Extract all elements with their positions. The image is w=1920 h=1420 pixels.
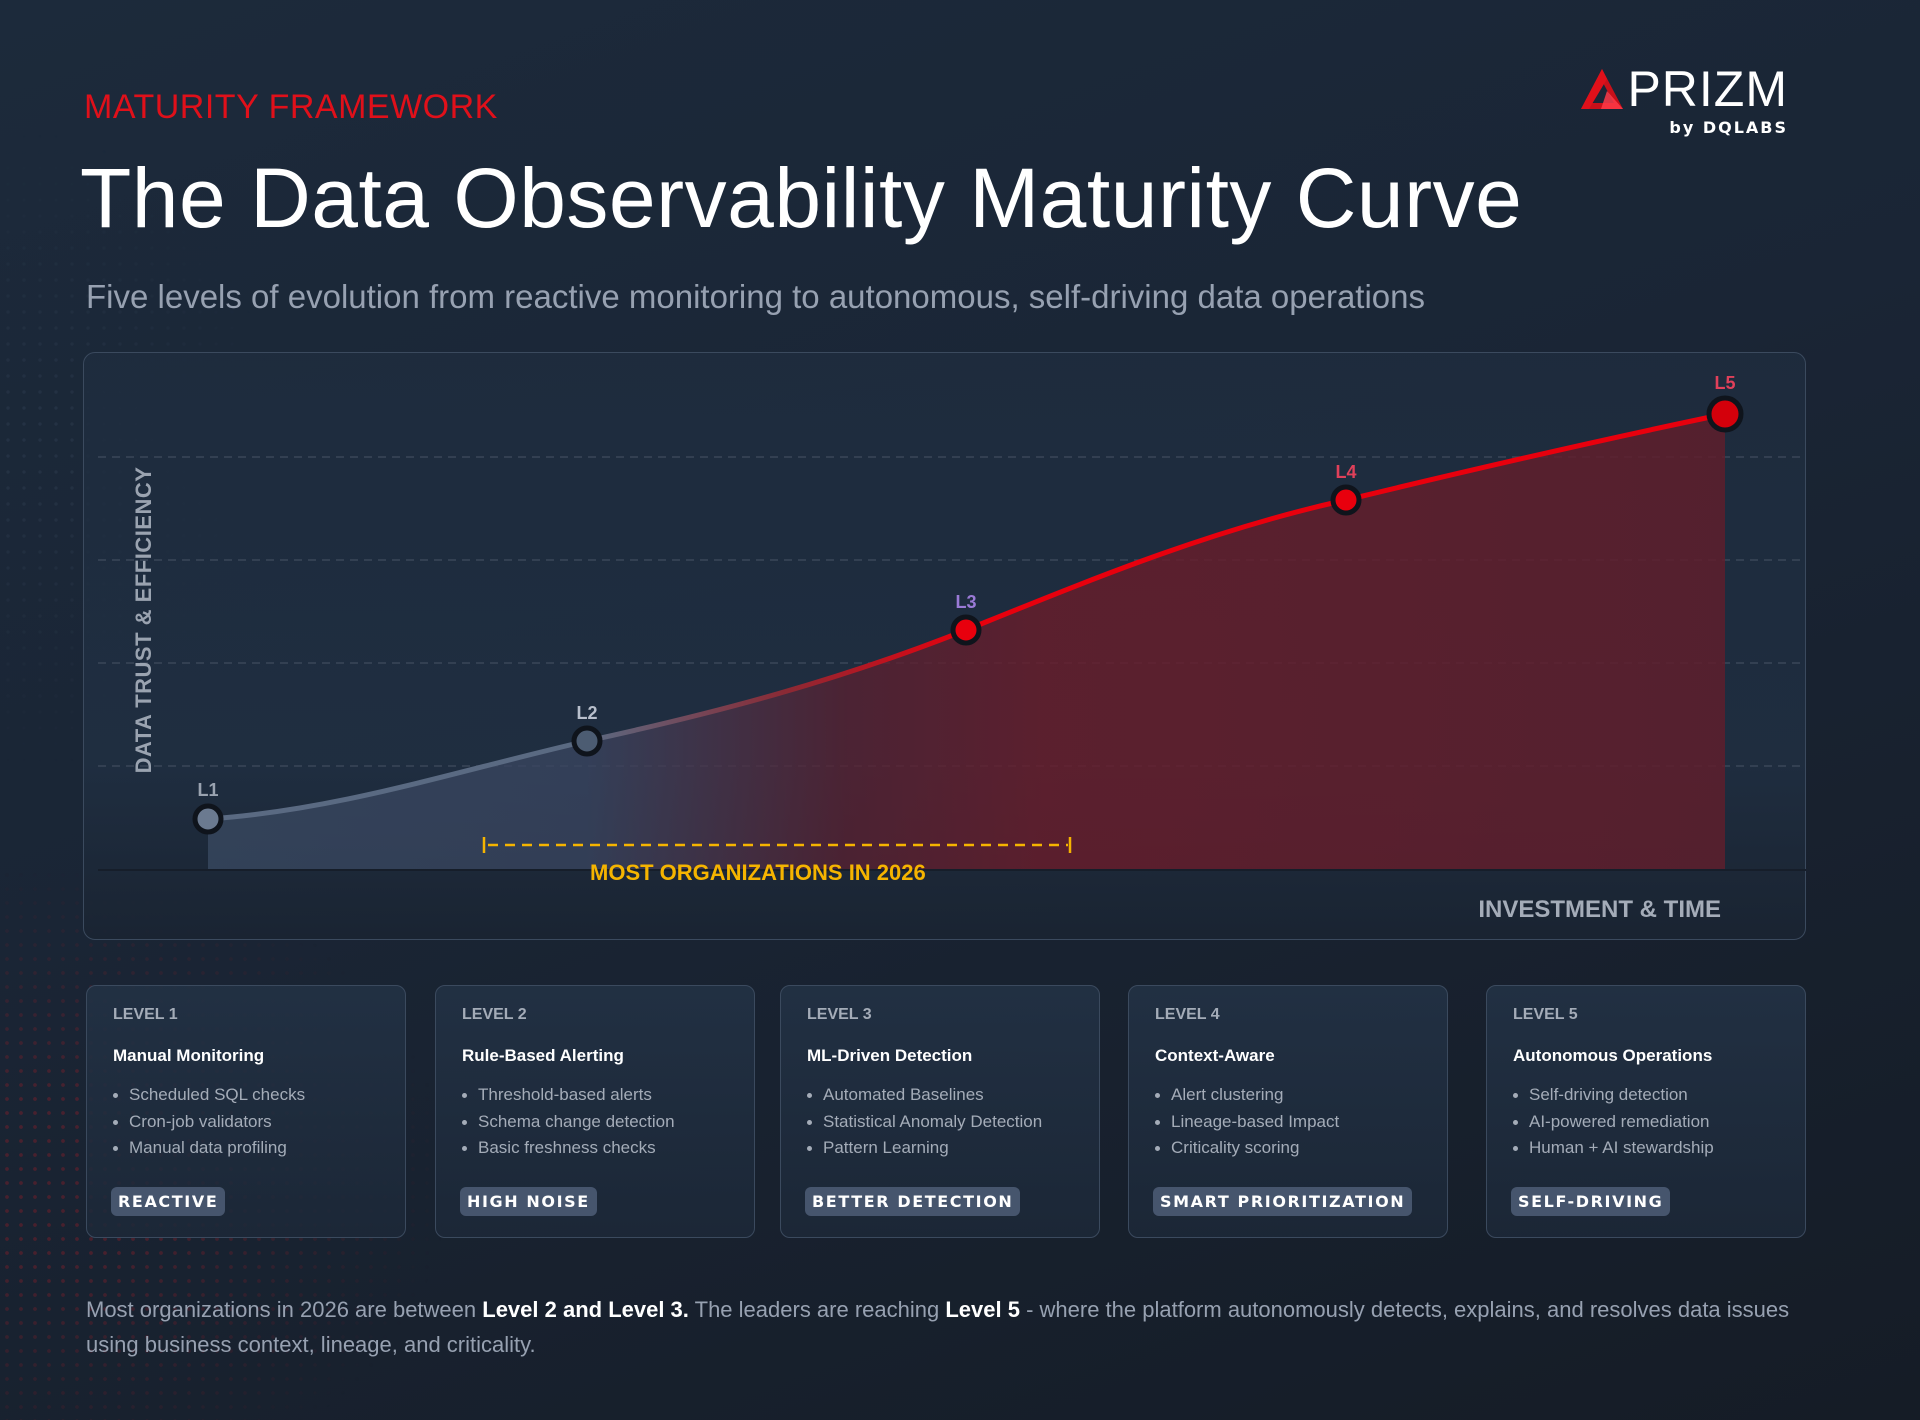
- card-title: Manual Monitoring: [113, 1046, 265, 1065]
- list-item: Human + AI stewardship: [1513, 1138, 1805, 1165]
- list-item: Schema change detection: [462, 1112, 754, 1139]
- card-feature-list: Alert clustering Lineage-based Impact Cr…: [1155, 1085, 1447, 1165]
- point-label-l5: L5: [1714, 373, 1736, 393]
- prism-triangle-icon: [1581, 69, 1624, 109]
- card-level-label: LEVEL 2: [462, 1006, 527, 1023]
- brand-logo: PRIZM by DQLABS: [1581, 64, 1788, 137]
- level-card-4[interactable]: LEVEL 4 Context-Aware Alert clustering L…: [1128, 985, 1448, 1238]
- page-title: The Data Observability Maturity Curve: [80, 151, 1523, 245]
- list-item: AI-powered remediation: [1513, 1112, 1805, 1139]
- point-label-l4: L4: [1335, 462, 1357, 482]
- card-tag-badge: HIGH NOISE: [460, 1187, 597, 1216]
- logo-byline: by DQLABS: [1669, 118, 1788, 137]
- footer-text-part: Most organizations in 2026 are between: [86, 1297, 483, 1322]
- point-marker-l2[interactable]: [571, 725, 603, 757]
- level-card-2[interactable]: LEVEL 2 Rule-Based Alerting Threshold-ba…: [435, 985, 755, 1238]
- card-tag-badge: REACTIVE: [111, 1187, 226, 1216]
- point-marker-l4[interactable]: [1330, 484, 1362, 516]
- level-cards: LEVEL 1 Manual Monitoring Scheduled SQL …: [0, 985, 1920, 1239]
- y-axis-label: DATA TRUST & EFFICIENCY: [131, 466, 156, 774]
- bracket-label: MOST ORGANIZATIONS IN 2026: [590, 860, 926, 885]
- footer-emphasis: Level 2 and Level 3.: [482, 1297, 689, 1322]
- list-item: Scheduled SQL checks: [113, 1085, 405, 1112]
- list-item: Pattern Learning: [807, 1138, 1099, 1165]
- list-item: Automated Baselines: [807, 1085, 1099, 1112]
- card-level-label: LEVEL 3: [807, 1006, 872, 1023]
- eyebrow-label: MATURITY FRAMEWORK: [84, 88, 498, 126]
- list-item: Self-driving detection: [1513, 1085, 1805, 1112]
- card-title: Autonomous Operations: [1513, 1046, 1713, 1065]
- list-item: Lineage-based Impact: [1155, 1112, 1447, 1139]
- x-axis-label: INVESTMENT & TIME: [1478, 896, 1721, 923]
- list-item: Manual data profiling: [113, 1138, 405, 1165]
- list-item: Threshold-based alerts: [462, 1085, 754, 1112]
- point-label-l1: L1: [197, 780, 219, 800]
- card-level-label: LEVEL 4: [1155, 1006, 1220, 1023]
- card-level-label: LEVEL 1: [113, 1006, 178, 1023]
- point-marker-l1[interactable]: [192, 803, 224, 835]
- point-label-l2: L2: [576, 703, 598, 723]
- maturity-curve-chart: [98, 395, 1806, 871]
- footer-summary: Most organizations in 2026 are between L…: [86, 1292, 1846, 1362]
- card-tag-badge: SELF-DRIVING: [1511, 1187, 1671, 1216]
- page-subtitle: Five levels of evolution from reactive m…: [86, 278, 1426, 315]
- point-marker-l5[interactable]: [1706, 395, 1744, 433]
- card-feature-list: Threshold-based alerts Schema change det…: [462, 1085, 754, 1165]
- list-item: Alert clustering: [1155, 1085, 1447, 1112]
- card-feature-list: Self-driving detection AI-powered remedi…: [1513, 1085, 1805, 1165]
- card-tag-badge: BETTER DETECTION: [805, 1187, 1021, 1216]
- footer-text-part: - where the platform autonomously detect…: [86, 1297, 1790, 1357]
- card-feature-list: Automated Baselines Statistical Anomaly …: [807, 1085, 1099, 1165]
- card-feature-list: Scheduled SQL checks Cron-job validators…: [113, 1085, 405, 1165]
- card-tag-badge: SMART PRIORITIZATION: [1153, 1187, 1413, 1216]
- point-label-l3: L3: [955, 592, 977, 612]
- point-marker-l3[interactable]: [950, 614, 982, 646]
- list-item: Basic freshness checks: [462, 1138, 754, 1165]
- list-item: Statistical Anomaly Detection: [807, 1112, 1099, 1139]
- card-title: ML-Driven Detection: [807, 1046, 973, 1065]
- list-item: Cron-job validators: [113, 1112, 405, 1139]
- footer-emphasis: Level 5: [945, 1297, 1020, 1322]
- level-card-5[interactable]: LEVEL 5 Autonomous Operations Self-drivi…: [1486, 985, 1806, 1238]
- level-card-3[interactable]: LEVEL 3 ML-Driven Detection Automated Ba…: [780, 985, 1100, 1238]
- card-title: Context-Aware: [1155, 1046, 1275, 1065]
- logo-wordmark: PRIZM: [1627, 61, 1788, 117]
- list-item: Criticality scoring: [1155, 1138, 1447, 1165]
- level-card-1[interactable]: LEVEL 1 Manual Monitoring Scheduled SQL …: [86, 985, 406, 1238]
- card-title: Rule-Based Alerting: [462, 1046, 624, 1065]
- card-level-label: LEVEL 5: [1513, 1006, 1578, 1023]
- most-organizations-bracket: [482, 837, 1072, 853]
- footer-text-part: The leaders are reaching: [688, 1297, 946, 1322]
